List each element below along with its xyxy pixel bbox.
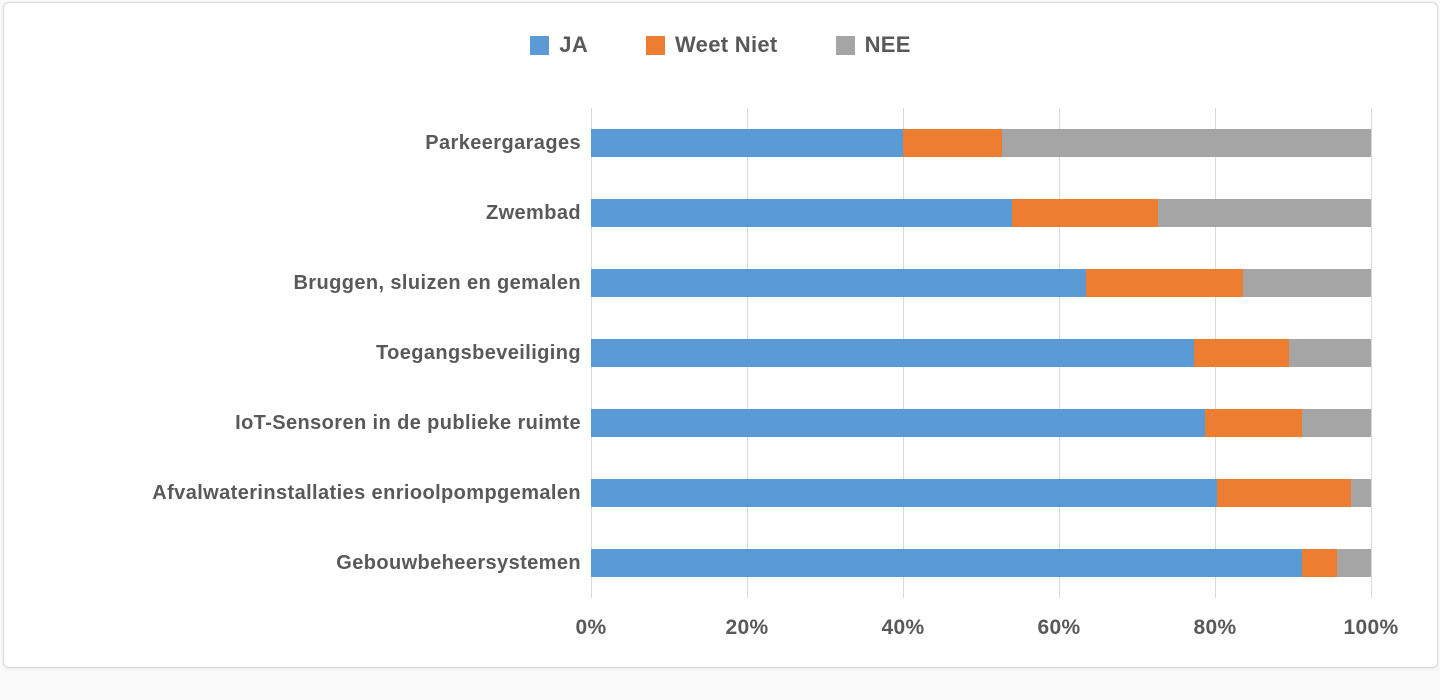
bar-segment-nee xyxy=(1350,479,1371,507)
bar-segment-ja xyxy=(591,199,1013,227)
bar-segment-nee xyxy=(1243,269,1371,297)
category-label-toegangsbeveiliging: Toegangsbeveiliging xyxy=(375,342,581,364)
category-label-gebouwbeheersystemen: Gebouwbeheersystemen xyxy=(336,552,581,574)
bar-row-zwembad xyxy=(591,199,1371,227)
bar-segment-ja xyxy=(591,479,1218,507)
legend-item-weet-niet: Weet Niet xyxy=(646,32,778,58)
category-label-afvalwaterinstallaties-enrioolpompgemalen: Afvalwaterinstallaties enrioolpompgemale… xyxy=(152,482,581,504)
legend: JA Weet Niet NEE xyxy=(4,29,1437,61)
category-label-parkeergarages: Parkeergarages xyxy=(425,132,581,154)
bar-segment-ja xyxy=(591,269,1086,297)
bar-segment-weet-niet xyxy=(1217,479,1351,507)
x-tick-40: 40% xyxy=(881,616,925,639)
legend-item-nee: NEE xyxy=(835,32,911,58)
bar-segment-nee xyxy=(1158,199,1371,227)
x-tick-100: 100% xyxy=(1343,616,1399,639)
legend-swatch-icon xyxy=(835,35,855,55)
bar-row-parkeergarages xyxy=(591,129,1371,157)
bar-segment-ja xyxy=(591,549,1302,577)
x-tick-20: 20% xyxy=(725,616,769,639)
legend-item-ja: JA xyxy=(530,32,588,58)
legend-swatch-icon xyxy=(530,35,550,55)
bar-segment-weet-niet xyxy=(1301,549,1337,577)
bar-segment-nee xyxy=(1002,129,1371,157)
legend-label: Weet Niet xyxy=(675,32,778,57)
bar-segment-ja xyxy=(591,339,1194,367)
x-axis: 0% 20% 40% 60% 80% 100% xyxy=(576,616,1399,650)
bar-row-afvalwaterinstallaties-enrioolpompgemalen xyxy=(591,479,1371,507)
bar-segment-weet-niet xyxy=(1085,269,1244,297)
bar-row-bruggen-sluizen-en-gemalen xyxy=(591,269,1371,297)
x-tick-60: 60% xyxy=(1037,616,1081,639)
gridline-100 xyxy=(1371,108,1372,598)
bar-segment-nee xyxy=(1336,549,1371,577)
bar-segment-nee xyxy=(1301,409,1371,437)
bar-row-iot-sensoren-in-de-publieke-ruimte xyxy=(591,409,1371,437)
x-tick-0: 0% xyxy=(575,616,607,639)
bar-row-gebouwbeheersystemen xyxy=(591,549,1371,577)
bar-segment-ja xyxy=(591,129,903,157)
legend-label: NEE xyxy=(864,32,911,57)
bar-segment-weet-niet xyxy=(903,129,1003,157)
category-label-zwembad: Zwembad xyxy=(485,202,581,224)
bar-segment-nee xyxy=(1289,339,1371,367)
x-tick-80: 80% xyxy=(1193,616,1237,639)
bar-segment-weet-niet xyxy=(1193,339,1290,367)
legend-label: JA xyxy=(559,32,589,57)
legend-swatch-icon xyxy=(646,35,666,55)
category-label-iot-sensoren-in-de-publieke-ruimte: IoT-Sensoren in de publieke ruimte xyxy=(235,412,581,434)
bar-segment-weet-niet xyxy=(1204,409,1302,437)
bar-segment-ja xyxy=(591,409,1205,437)
bar-row-toegangsbeveiliging xyxy=(591,339,1371,367)
chart-card: JA Weet Niet NEE 0% 20% 40% 60% 80% 100% Parkee… xyxy=(3,2,1438,668)
plot-area xyxy=(591,108,1372,598)
bar-segment-weet-niet xyxy=(1012,199,1159,227)
category-label-bruggen-sluizen-en-gemalen: Bruggen, sluizen en gemalen xyxy=(293,272,581,294)
